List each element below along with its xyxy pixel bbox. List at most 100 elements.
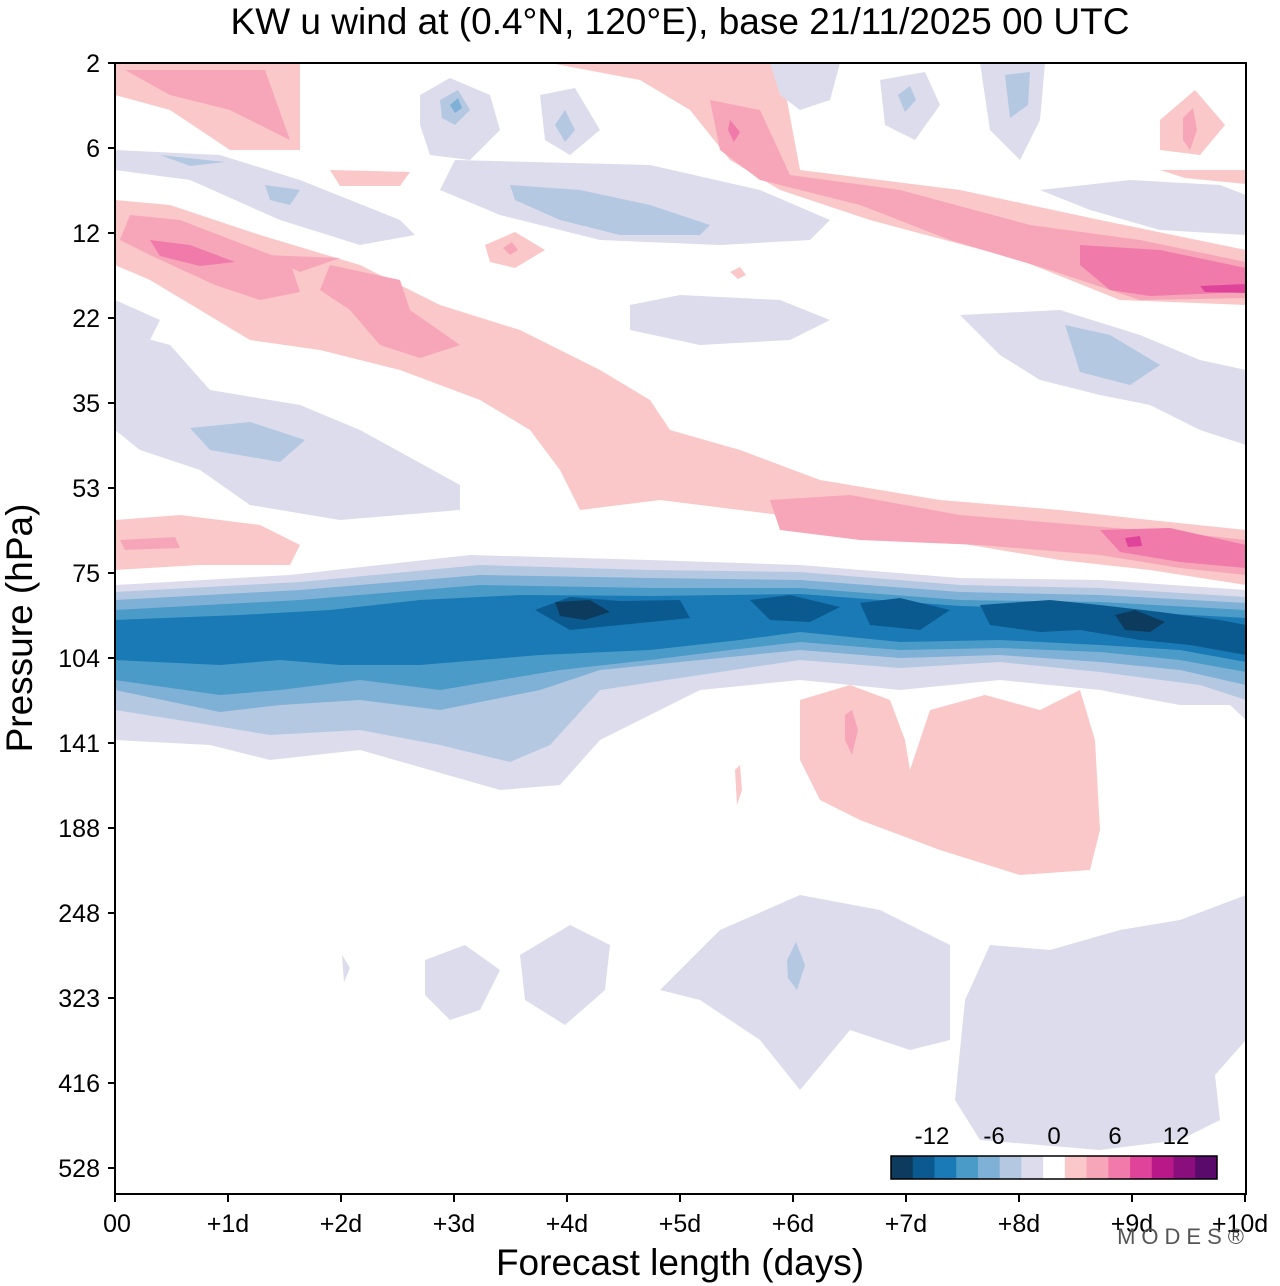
y-tick-label: 248	[58, 900, 100, 928]
contour-westerly-lower-right-max	[1125, 536, 1142, 547]
contour-jet-band-4	[115, 594, 1246, 665]
contour-easterly-trop-3-core	[787, 942, 805, 990]
colorbar-swatch	[1086, 1156, 1109, 1179]
contour-easterly-upper-7-core	[1005, 72, 1030, 118]
contour-westerly-band-2-max	[1200, 284, 1246, 293]
colorbar-tick-label: 0	[1047, 1123, 1060, 1150]
contour-easterly-mid-4-core	[1065, 325, 1160, 385]
contour-easterly-upper-1	[115, 150, 415, 245]
contour-easterly-trop-1	[425, 945, 500, 1020]
contour-easterly-mid-1	[115, 330, 460, 520]
x-tick-label: +1d	[207, 1210, 249, 1238]
y-axis-label: Pressure (hPa)	[0, 504, 40, 753]
x-tick-label: +8d	[998, 1210, 1040, 1238]
contour-easterly-trop-2	[520, 925, 610, 1025]
contour-westerly-descending-peak	[150, 240, 235, 266]
contour-easterly-upper-5	[770, 63, 840, 110]
colorbar-tick-label: 6	[1108, 1123, 1121, 1150]
colorbar-tick-label: -12	[915, 1123, 950, 1150]
x-tick-label: +10d	[1212, 1210, 1268, 1238]
modes-logo: MODES®	[1117, 1224, 1250, 1249]
colorbar-swatch	[891, 1156, 914, 1179]
y-tick-label: 2	[86, 50, 100, 78]
contour-westerly-upper-trop	[800, 685, 1100, 875]
y-tick-label: 188	[58, 815, 100, 843]
colorbar-swatch	[1108, 1156, 1131, 1179]
contour-easterly-trop-4	[955, 895, 1246, 1150]
chart-title: KW u wind at (0.4°N, 120°E), base 21/11/…	[231, 1, 1130, 42]
colorbar-swatch	[977, 1156, 1001, 1179]
contour-easterly-trop-3	[660, 895, 950, 1090]
colorbar-swatch	[1043, 1156, 1066, 1179]
y-tick-label: 75	[72, 560, 100, 588]
contour-easterly-upper-3-core	[555, 110, 575, 142]
x-tick-label: +7d	[885, 1210, 927, 1238]
contour-jet-band-5b	[750, 595, 840, 622]
contour-westerly-small-cell-core	[503, 242, 518, 255]
y-tick-label: 53	[72, 475, 100, 503]
x-tick-label: +4d	[546, 1210, 588, 1238]
contour-easterly-upper-6-core	[898, 86, 916, 112]
contour-westerly-upper-trop-speck	[735, 765, 742, 805]
y-axis: 2 6 12 22 35 53 75 104 141 188 248 323 4…	[58, 50, 115, 1183]
colorbar-swatch	[1021, 1156, 1044, 1179]
x-tick-label: +6d	[772, 1210, 814, 1238]
contour-field	[115, 63, 1246, 1194]
colorbar-swatch	[1064, 1156, 1088, 1179]
contour-easterly-upper-2-peak	[450, 98, 462, 113]
colorbar-tick-label: -6	[983, 1123, 1004, 1150]
y-tick-label: 22	[72, 305, 100, 333]
y-tick-label: 6	[86, 135, 100, 163]
x-tick-label: +2d	[320, 1210, 362, 1238]
contour-easterly-upper-8	[1040, 180, 1246, 235]
contour-westerly-lower-left	[115, 515, 300, 570]
colorbar-swatch	[1195, 1156, 1218, 1179]
colorbar: -12 -6 0 6 12	[890, 1123, 1218, 1180]
contour-westerly-upper-trop-core	[845, 710, 858, 755]
contour-peak-day5	[728, 120, 740, 142]
y-tick-label: 12	[72, 220, 100, 248]
contour-jet-band-5c	[860, 598, 950, 630]
contour-upper-westerly-1-core	[125, 70, 290, 140]
x-tick-label: 00	[103, 1210, 131, 1238]
colorbar-frame	[890, 1155, 1218, 1180]
x-axis-label: Forecast length (days)	[496, 1242, 864, 1283]
contour-peak-day9-core	[1183, 108, 1197, 150]
contour-westerly-speck	[730, 267, 746, 279]
y-tick-label: 416	[58, 1070, 100, 1098]
x-tick-label: +3d	[433, 1210, 475, 1238]
colorbar-swatch	[1130, 1156, 1153, 1179]
contour-easterly-upper-1-core-b	[265, 185, 300, 205]
y-tick-label: 104	[58, 645, 100, 673]
y-tick-label: 528	[58, 1155, 100, 1183]
contour-easterly-mid-1-core	[190, 422, 305, 462]
contour-westerly-lower-right-core	[770, 495, 1246, 575]
contour-easterly-mid-2	[115, 300, 160, 340]
contour-westerly-band-2-peak	[1080, 245, 1246, 296]
contour-easterly-upper-1-core	[160, 155, 225, 166]
contour-small-westerly-2	[1160, 170, 1246, 184]
colorbar-swatch	[934, 1156, 957, 1179]
x-tick-label: +5d	[659, 1210, 701, 1238]
colorbar-swatch	[999, 1156, 1022, 1179]
contour-jet-band-6b	[555, 600, 610, 620]
contour-easterly-trop-speck	[342, 955, 350, 982]
contour-westerly-speck-b	[264, 255, 340, 272]
contour-small-westerly	[330, 170, 410, 186]
contour-easterly-upper-4-core	[510, 185, 710, 235]
colorbar-tick-label: 12	[1163, 1123, 1190, 1150]
colorbar-swatch	[912, 1156, 935, 1179]
colorbar-swatch	[956, 1156, 979, 1179]
y-tick-label: 35	[72, 390, 100, 418]
y-tick-label: 141	[58, 730, 100, 758]
contour-easterly-mid-3	[630, 295, 830, 345]
colorbar-swatches	[891, 1156, 1218, 1179]
colorbar-swatch	[1173, 1156, 1196, 1179]
contour-jet-band-6	[1115, 610, 1165, 632]
y-tick-label: 323	[58, 985, 100, 1013]
contour-westerly-lower-left-core	[120, 537, 180, 550]
x-axis: 00 +1d +2d +3d +4d +5d +6d +7d +8d +9d +…	[103, 1194, 1268, 1238]
x-tick-label: +9d	[1111, 1210, 1153, 1238]
contour-westerly-descending-core-b	[320, 265, 460, 358]
